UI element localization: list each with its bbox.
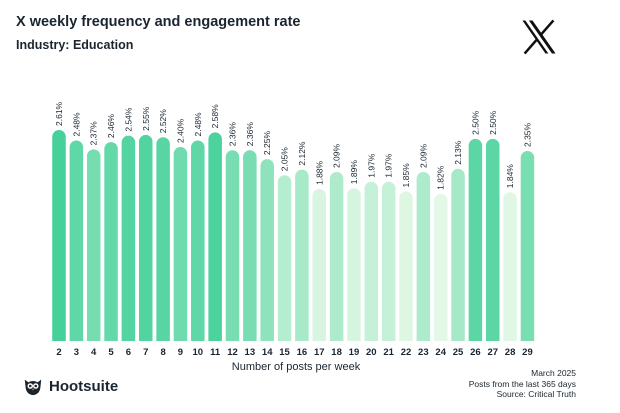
data-label-14: 2.25% (262, 131, 272, 156)
bar-22 (399, 191, 413, 341)
data-label-16: 2.12% (297, 141, 307, 166)
bar-15 (277, 175, 292, 341)
data-labels-group: 2.61% 2.48% 2.37% 2.46% 2.54% 2.55% 2.52% 2.40%… (54, 101, 532, 189)
data-label-15: 2.05% (280, 147, 290, 172)
x-tick-5: 5 (108, 347, 114, 358)
x-tick-22: 22 (401, 347, 412, 358)
data-label-23: 2.09% (418, 143, 428, 168)
footer-source: Source: Critical Truth (496, 389, 576, 399)
bar-28 (503, 192, 517, 341)
x-tick-29: 29 (522, 347, 533, 358)
x-logo-icon (522, 19, 556, 55)
x-tick-28: 28 (505, 347, 516, 358)
data-label-4: 2.37% (89, 121, 99, 146)
x-tick-21: 21 (383, 347, 394, 358)
bar-5 (104, 142, 118, 341)
x-tick-14: 14 (262, 347, 273, 358)
x-tick-12: 12 (227, 347, 238, 358)
chart-subtitle: Industry: Education (16, 38, 134, 52)
bar-18 (329, 172, 344, 341)
x-tick-2: 2 (56, 347, 61, 358)
data-label-2: 2.61% (54, 101, 64, 126)
data-label-26: 2.50% (470, 110, 480, 135)
x-tick-17: 17 (314, 347, 325, 358)
footer-notes: March 2025 Posts from the last 365 days … (469, 368, 576, 400)
data-label-10: 2.48% (193, 112, 203, 137)
brand-name: Hootsuite (49, 377, 119, 395)
x-tick-25: 25 (453, 347, 464, 358)
x-tick-27: 27 (487, 347, 498, 358)
data-label-27: 2.50% (488, 110, 498, 135)
data-label-7: 2.55% (141, 106, 151, 131)
x-tick-4: 4 (91, 347, 97, 358)
bar-2 (52, 130, 66, 341)
bar-29 (520, 151, 535, 341)
data-label-6: 2.54% (123, 107, 133, 132)
bar-8 (156, 137, 170, 341)
bar-3 (69, 140, 84, 341)
data-label-12: 2.36% (228, 122, 238, 147)
bar-20 (364, 181, 379, 341)
bar-24 (433, 193, 448, 341)
x-tick-8: 8 (160, 347, 165, 358)
x-tick-3: 3 (74, 347, 79, 358)
x-tick-9: 9 (178, 347, 183, 358)
footer-period: Posts from the last 365 days (468, 378, 576, 389)
x-tick-26: 26 (470, 347, 481, 358)
data-label-25: 2.13% (453, 140, 463, 165)
bar-21 (381, 181, 396, 341)
x-tick-15: 15 (279, 347, 290, 358)
bar-7 (139, 134, 153, 341)
bar-6 (121, 135, 136, 341)
x-tick-20: 20 (366, 347, 377, 358)
data-label-20: 1.97% (366, 153, 376, 178)
data-label-11: 2.58% (210, 104, 220, 129)
data-label-24: 1.82% (436, 165, 446, 190)
data-label-9: 2.40% (175, 118, 185, 143)
bar-17 (312, 189, 326, 341)
bar-12 (225, 150, 240, 341)
bar-25 (451, 168, 465, 341)
x-tick-19: 19 (349, 347, 360, 358)
data-label-21: 1.97% (384, 153, 394, 178)
x-tick-13: 13 (245, 347, 256, 358)
data-label-28: 1.84% (505, 164, 515, 189)
x-tick-6: 6 (126, 347, 131, 358)
footer-date: March 2025 (531, 368, 576, 378)
data-label-5: 2.46% (106, 114, 116, 139)
bars-group (52, 130, 535, 341)
data-label-29: 2.35% (522, 122, 532, 147)
data-label-13: 2.36% (245, 122, 255, 147)
x-tick-24: 24 (435, 347, 446, 358)
data-label-19: 1.89% (349, 160, 359, 185)
chart-title: X weekly frequency and engagement rate (16, 14, 301, 30)
x-tick-7: 7 (143, 347, 148, 358)
data-label-8: 2.52% (158, 109, 168, 134)
bar-27 (486, 138, 500, 341)
data-label-17: 1.88% (314, 160, 324, 185)
x-tick-18: 18 (331, 347, 342, 358)
bar-11 (208, 132, 222, 341)
hootsuite-owl-icon (24, 379, 42, 396)
x-tick-16: 16 (297, 347, 308, 358)
bar-26 (468, 138, 483, 341)
x-tick-11: 11 (210, 347, 221, 358)
bar-10 (191, 140, 205, 341)
x-tick-10: 10 (193, 347, 204, 358)
x-axis-label: Number of posts per week (232, 361, 361, 373)
data-label-3: 2.48% (71, 112, 81, 137)
bar-23 (416, 172, 431, 341)
data-label-22: 1.85% (401, 163, 411, 188)
bar-19 (347, 188, 361, 341)
bar-14 (260, 159, 274, 341)
brand: Hootsuite (22, 375, 118, 397)
bar-9 (173, 146, 188, 341)
bar-4 (86, 149, 101, 341)
data-label-18: 2.09% (332, 143, 342, 168)
x-tick-23: 23 (418, 347, 429, 358)
bar-13 (243, 150, 257, 341)
x-ticks-group: 2 3 4 5 6 7 8 9 10 11 12 13 14 15 16 17 18 19 20 21 22 23 24 25… (56, 347, 532, 358)
bar-16 (295, 169, 309, 341)
